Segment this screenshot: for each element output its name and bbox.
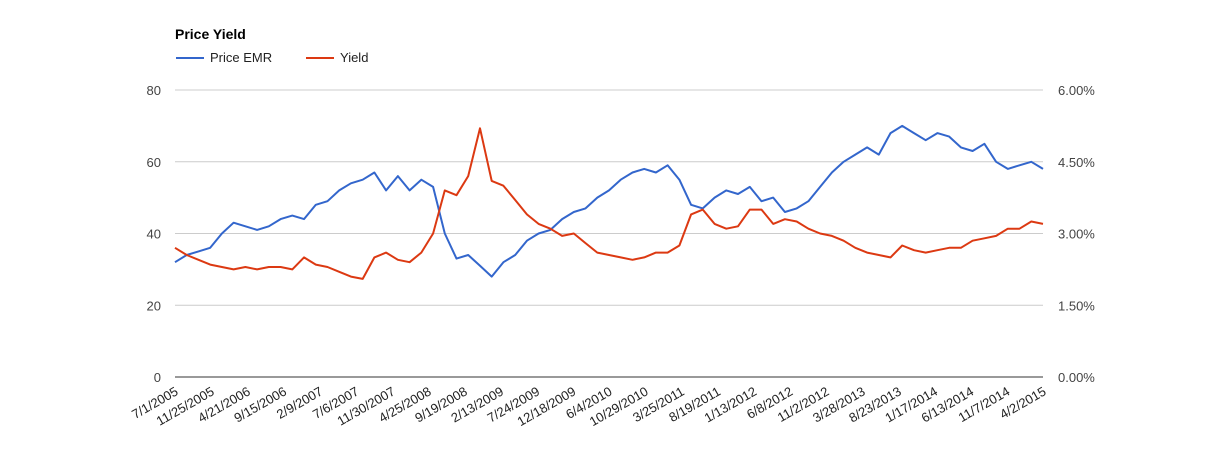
y-right-tick-label: 6.00% (1058, 83, 1095, 98)
series-line-yield (174, 127, 1044, 280)
y-right-tick-label: 3.00% (1058, 227, 1095, 242)
y-left-tick-label: 20 (147, 298, 161, 313)
x-axis: 7/1/200511/25/20054/21/20069/15/20062/9/… (129, 384, 1048, 430)
y-right-tick-label: 4.50% (1058, 155, 1095, 170)
y-left-tick-label: 0 (154, 370, 161, 385)
y-axis-right: 0.00% 1.50% 3.00% 4.50% 6.00% (1058, 83, 1095, 385)
y-axis-left: 0 20 40 60 80 (147, 83, 161, 385)
legend[interactable]: Price EMR Yield (176, 50, 368, 65)
y-right-tick-label: 1.50% (1058, 298, 1095, 313)
y-right-tick-label: 0.00% (1058, 370, 1095, 385)
series-lines (174, 124, 1044, 280)
y-left-tick-label: 60 (147, 155, 161, 170)
legend-label-price-emr: Price EMR (210, 50, 272, 65)
y-left-tick-label: 80 (147, 83, 161, 98)
series-line-price-emr (174, 124, 1044, 278)
y-left-tick-label: 40 (147, 227, 161, 242)
legend-label-yield: Yield (340, 50, 368, 65)
gridlines (175, 89, 1043, 378)
chart-title: Price Yield (175, 26, 246, 42)
